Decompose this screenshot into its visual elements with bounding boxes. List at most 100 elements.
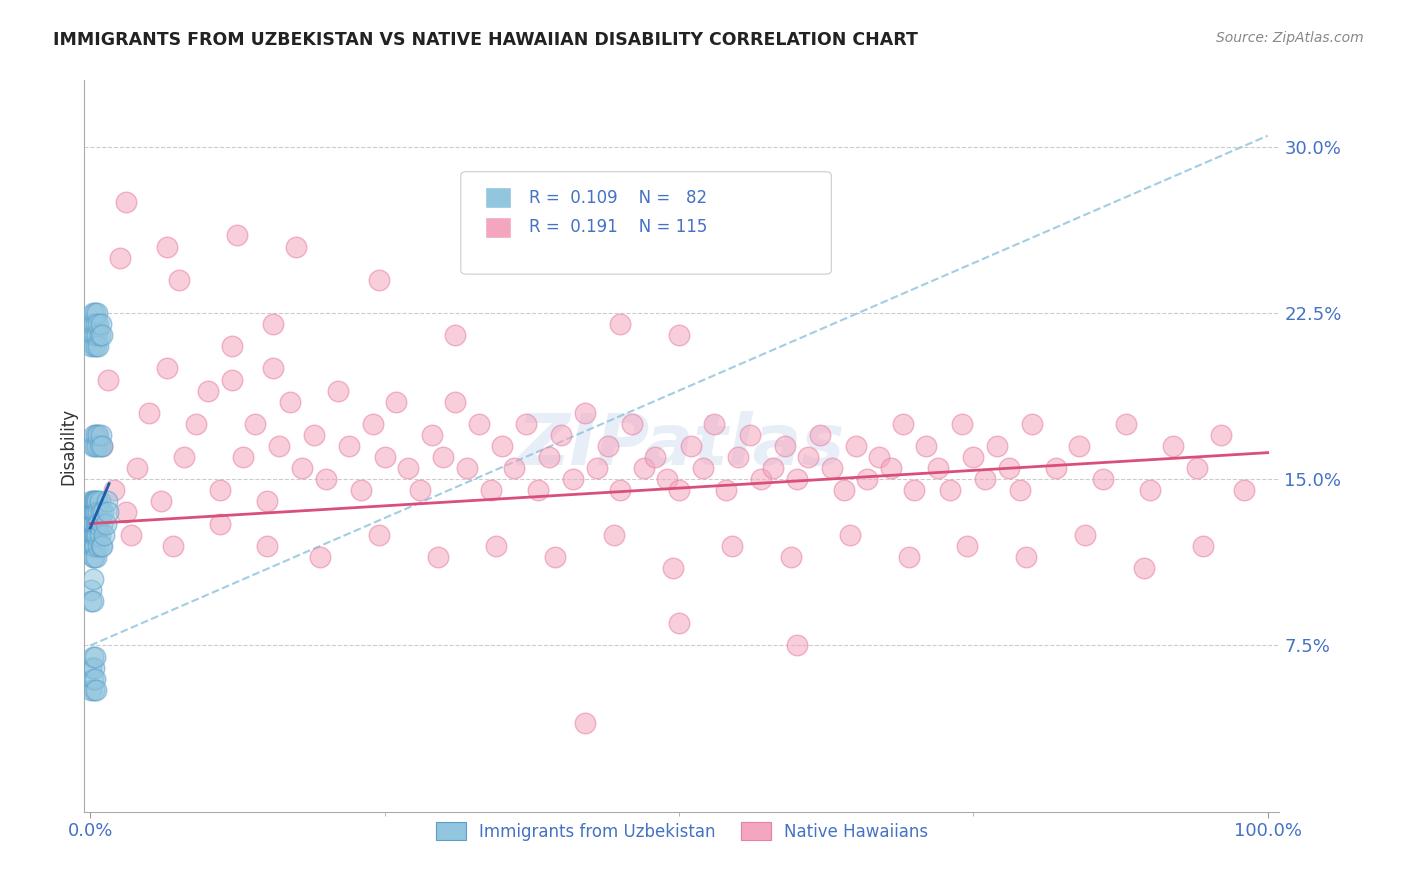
Point	[82, 672, 104, 686]
Point	[385, 394, 408, 409]
Point	[838, 527, 860, 541]
Point	[89, 328, 111, 343]
Point	[114, 506, 136, 520]
Point	[87, 516, 110, 531]
Point	[84, 682, 107, 697]
Point	[97, 372, 120, 386]
Bar	[485, 187, 510, 209]
Point	[668, 616, 690, 631]
Point	[868, 450, 890, 464]
Point	[84, 494, 107, 508]
Point	[891, 417, 914, 431]
Point	[208, 483, 231, 498]
Point	[162, 539, 184, 553]
Point	[84, 306, 107, 320]
Point	[738, 428, 761, 442]
Point	[91, 539, 114, 553]
Point	[679, 439, 702, 453]
Point	[786, 472, 808, 486]
Point	[939, 483, 962, 498]
Point	[91, 516, 114, 531]
Point	[84, 539, 107, 553]
Point	[280, 394, 302, 409]
Point	[367, 273, 389, 287]
Point	[574, 716, 596, 731]
Point	[491, 439, 513, 453]
Point	[84, 516, 107, 531]
Point	[83, 682, 105, 697]
Point	[1091, 472, 1114, 486]
Point	[797, 450, 820, 464]
Point	[721, 539, 744, 553]
Point	[82, 306, 104, 320]
Point	[1045, 461, 1067, 475]
Point	[127, 461, 149, 475]
Point	[86, 306, 108, 320]
Point	[84, 439, 107, 453]
Point	[90, 428, 112, 442]
Point	[83, 549, 105, 564]
Point	[503, 461, 526, 475]
Point	[82, 594, 104, 608]
Point	[585, 461, 607, 475]
Point	[80, 594, 103, 608]
Point	[82, 328, 104, 343]
Point	[1233, 483, 1256, 498]
Point	[350, 483, 373, 498]
Point	[82, 527, 104, 541]
Point	[262, 317, 284, 331]
FancyBboxPatch shape	[461, 171, 831, 274]
Point	[550, 428, 572, 442]
Point	[633, 461, 655, 475]
Point	[337, 439, 360, 453]
Point	[897, 549, 920, 564]
Point	[326, 384, 349, 398]
Point	[657, 472, 679, 486]
Point	[221, 339, 243, 353]
Point	[1192, 539, 1215, 553]
Point	[82, 516, 104, 531]
Point	[598, 439, 620, 453]
Text: R =  0.191    N = 115: R = 0.191 N = 115	[529, 218, 707, 236]
Point	[82, 494, 104, 508]
Point	[821, 461, 844, 475]
Point	[84, 428, 107, 442]
Point	[243, 417, 266, 431]
Point	[80, 539, 103, 553]
Point	[86, 328, 108, 343]
Point	[1139, 483, 1161, 498]
Point	[361, 417, 384, 431]
Point	[82, 439, 104, 453]
Point	[479, 483, 502, 498]
Point	[91, 439, 114, 453]
Point	[950, 417, 973, 431]
Point	[84, 672, 107, 686]
Point	[727, 450, 749, 464]
Point	[997, 461, 1019, 475]
Point	[84, 506, 107, 520]
Point	[374, 450, 396, 464]
Point	[173, 450, 195, 464]
Point	[82, 527, 104, 541]
Point	[83, 317, 105, 331]
Point	[256, 539, 278, 553]
Point	[87, 539, 110, 553]
Point	[80, 494, 103, 508]
Point	[915, 439, 938, 453]
Point	[256, 494, 278, 508]
Point	[83, 428, 105, 442]
Point	[89, 527, 111, 541]
Point	[986, 439, 1008, 453]
Point	[444, 394, 467, 409]
Point	[83, 539, 105, 553]
Point	[432, 450, 454, 464]
Point	[1069, 439, 1091, 453]
Point	[315, 472, 337, 486]
Point	[880, 461, 903, 475]
Point	[86, 516, 108, 531]
Point	[786, 639, 808, 653]
Point	[291, 461, 314, 475]
Point	[89, 494, 111, 508]
Point	[86, 494, 108, 508]
Point	[1185, 461, 1208, 475]
